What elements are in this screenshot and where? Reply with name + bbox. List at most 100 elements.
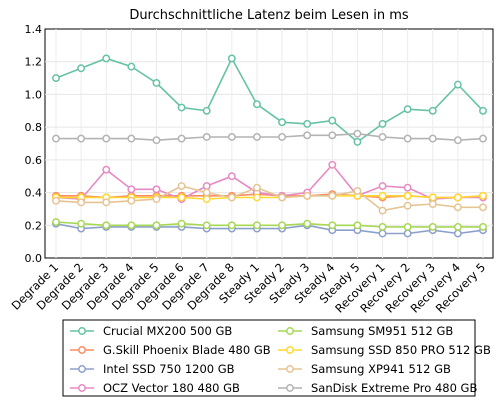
data-point	[353, 186, 362, 195]
legend-marker	[78, 346, 86, 354]
data-point	[227, 172, 236, 181]
data-point	[52, 134, 60, 143]
data-point	[453, 229, 462, 238]
legend: Crucial MX200 500 GB G.Skill Phoenix Blad…	[62, 319, 491, 397]
data-point	[152, 136, 161, 145]
data-point	[177, 182, 186, 190]
data-point	[479, 222, 487, 231]
data-point	[127, 62, 136, 71]
data-point	[278, 118, 287, 127]
y-tick-label: 1.4	[25, 23, 43, 36]
data-point	[428, 193, 437, 202]
data-point	[202, 188, 211, 197]
data-point	[328, 160, 337, 169]
data-point	[102, 134, 111, 143]
data-point	[378, 119, 387, 128]
data-point	[453, 193, 462, 202]
data-point	[378, 229, 387, 238]
legend-marker	[286, 365, 294, 373]
data-point	[77, 198, 86, 207]
legend-entry: Intel SSD 750 1200 GB	[70, 362, 235, 376]
data-point	[152, 79, 161, 87]
data-point	[403, 222, 412, 231]
legend-label: Intel SSD 750 1200 GB	[103, 362, 235, 376]
data-point	[127, 185, 136, 194]
data-point	[353, 137, 362, 146]
data-point	[378, 191, 387, 200]
data-point	[52, 218, 60, 226]
legend-marker	[78, 327, 86, 335]
data-point	[278, 133, 287, 141]
data-point	[328, 131, 337, 140]
series-line	[56, 132, 484, 142]
legend-label: Samsung SM951 512 GB	[311, 324, 453, 338]
y-tick-label: 0.4	[25, 187, 43, 200]
data-point	[252, 100, 261, 109]
legend-marker	[78, 384, 86, 392]
data-point	[428, 106, 437, 115]
data-point	[403, 105, 412, 114]
data-point	[479, 106, 487, 115]
data-point	[77, 64, 86, 73]
legend-entry: Samsung SM951 512 GB	[278, 324, 453, 338]
data-point	[453, 80, 462, 89]
data-point	[303, 131, 312, 140]
data-point	[252, 183, 261, 192]
series-line	[55, 163, 483, 200]
data-point	[328, 191, 337, 200]
data-point	[428, 222, 437, 231]
data-point	[403, 183, 412, 192]
data-point	[278, 221, 287, 230]
data-point	[227, 221, 236, 230]
data-point	[202, 182, 211, 190]
data-point	[102, 54, 111, 63]
data-point	[378, 222, 387, 231]
data-point	[453, 222, 462, 231]
legend-label: SanDisk Extreme Pro 480 GB	[311, 381, 477, 395]
legend-marker	[286, 327, 294, 335]
legend-entry: Crucial MX200 500 GB	[70, 324, 232, 338]
legend-label: Samsung SSD 850 PRO 512 GB	[311, 343, 491, 357]
data-point	[127, 221, 136, 230]
data-point	[428, 200, 437, 208]
series-6	[52, 182, 487, 215]
data-point	[127, 196, 136, 205]
gridlines	[45, 29, 493, 258]
data-point	[479, 191, 487, 200]
data-point	[252, 133, 261, 141]
series-line	[55, 185, 483, 212]
data-point	[177, 219, 186, 228]
data-point	[303, 119, 312, 128]
legend-marker	[286, 384, 294, 392]
legend-marker	[78, 365, 86, 373]
data-point	[353, 221, 362, 230]
data-point	[428, 134, 437, 143]
data-point	[177, 193, 186, 202]
data-point	[453, 203, 462, 212]
data-point	[202, 195, 211, 204]
data-point	[152, 195, 161, 204]
data-point	[479, 134, 487, 143]
legend-entry: SanDisk Extreme Pro 480 GB	[278, 381, 477, 395]
legend-entry: Samsung SSD 850 PRO 512 GB	[278, 343, 491, 357]
series-lines	[52, 54, 487, 238]
chart-title: Durchschnittliche Latenz beim Lesen in m…	[129, 8, 409, 23]
legend-label: Samsung XP941 512 GB	[311, 362, 451, 376]
data-point	[353, 129, 362, 138]
data-point	[453, 136, 462, 145]
series-line	[55, 56, 484, 143]
data-point	[403, 201, 412, 210]
data-point	[77, 134, 86, 143]
data-point	[152, 221, 161, 230]
data-point	[202, 221, 211, 230]
legend-marker	[286, 346, 294, 354]
data-point	[77, 219, 86, 228]
series-line	[56, 195, 484, 200]
y-tick-label: 1.0	[25, 88, 43, 101]
y-tick-label: 1.2	[25, 56, 43, 69]
data-point	[328, 221, 337, 230]
series-4	[52, 218, 487, 231]
data-point	[403, 134, 412, 143]
data-point	[403, 229, 412, 238]
